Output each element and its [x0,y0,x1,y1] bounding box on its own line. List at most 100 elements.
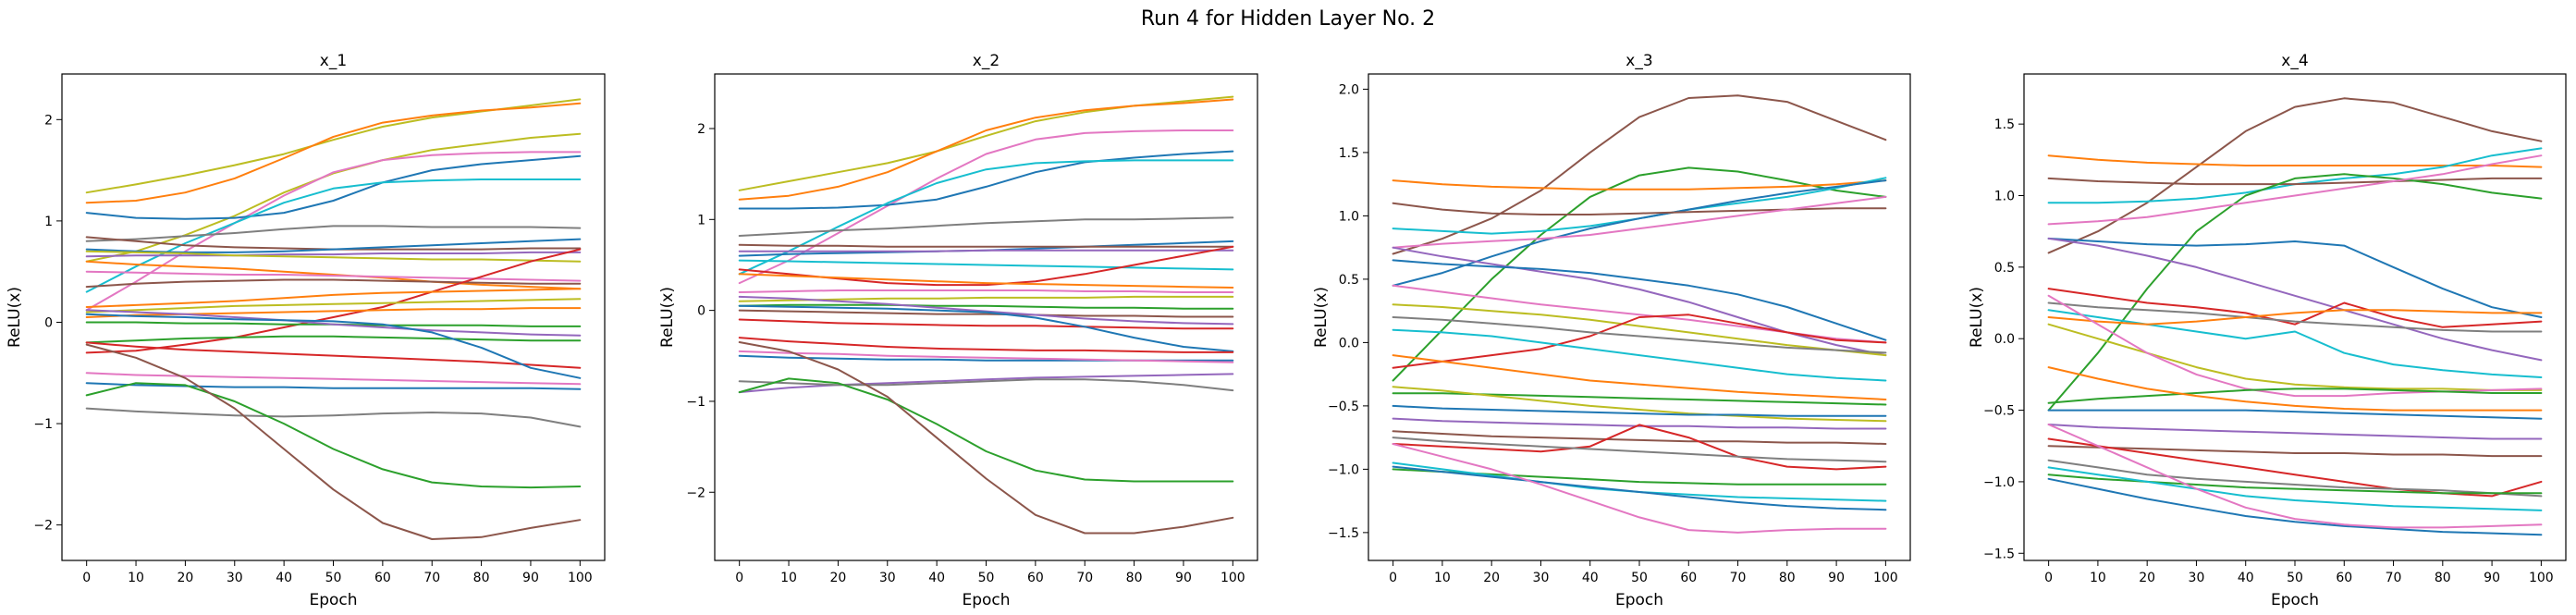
y-tick-label: −0.5 [1328,400,1359,414]
series-line-22 [2047,474,2543,495]
x-tick-label: 70 [423,571,440,585]
series-line-12 [1392,314,1887,369]
subplot-3: 0 10 20 30 40 50 60 70 80 90 100 −1.5 −1.0 −0.5 0.0 0.5… [1312,52,1911,609]
series-line-1 [1392,94,1887,255]
y-tick-label: 1 [44,215,53,229]
x-tick-label: 60 [374,571,391,585]
series-line-27 [85,382,582,489]
series-line-15 [85,248,582,354]
x-tick-label: 80 [1126,571,1143,585]
x-tick-label: 10 [2090,571,2106,585]
series-line-23 [2047,466,2543,511]
series-line-9 [2047,288,2543,328]
series-line-22 [1392,437,1887,463]
y-axis-label: ReLU(x) [1312,287,1331,348]
x-tick-label: 60 [1027,571,1044,585]
series-line-7 [2047,237,2543,318]
x-tick-label: 50 [325,571,342,585]
figure-title: Run 4 for Hidden Layer No. 2 [1141,7,1435,31]
x-tick-label: 50 [978,571,995,585]
y-tick-label: 0 [44,315,53,330]
y-tick-label: −2 [686,486,705,500]
series-line-10 [1392,303,1887,357]
y-tick-label: 1.5 [1994,117,2015,132]
series-line-13 [1392,316,1887,354]
series-line-25 [2047,424,2543,529]
x-tick-label: 60 [2336,571,2352,585]
y-tick-label: −2 [33,519,53,534]
series-line-10 [85,251,582,258]
series-line-14 [85,278,582,289]
x-tick-label: 10 [128,571,144,585]
x-tick-label: 70 [1730,571,1747,585]
y-axis-label: ReLU(x) [658,287,677,348]
series-line-16 [85,288,582,308]
series-line-20 [738,337,1234,353]
series-line-15 [1392,354,1887,400]
series-line-12 [2047,309,2543,326]
series-line-17 [85,298,582,314]
series-line-7 [1392,195,1887,249]
x-axis-label: Epoch [962,591,1010,609]
x-tick-label: 10 [1434,571,1451,585]
series-line-3 [1392,179,1887,191]
series-group [1392,94,1887,534]
y-tick-label: −0.5 [1983,404,2015,419]
series-line-23 [85,313,582,379]
x-tick-label: 40 [276,571,292,585]
series-group [85,98,582,540]
series-line-25 [85,382,582,390]
x-tick-label: 60 [1680,571,1697,585]
series-line-3 [2047,147,2543,204]
series-line-28 [85,343,582,540]
x-axis-label: Epoch [309,591,357,609]
x-tick-label: 10 [780,571,797,585]
x-axis-label: Epoch [2271,591,2319,609]
series-line-6 [2047,154,2543,226]
series-line-10 [2047,301,2543,333]
series-line-9 [85,238,582,253]
y-tick-label: 0.5 [1994,261,2015,276]
series-line-6 [738,216,1234,237]
series-line-20 [85,309,582,337]
series-line-10 [738,259,1234,271]
y-tick-label: −1.0 [1328,462,1359,477]
series-line-21 [1392,424,1887,471]
series-line-24 [738,378,1234,392]
x-tick-label: 100 [568,571,593,585]
subplot-title: x_3 [1625,52,1652,70]
y-tick-label: 1.5 [1339,146,1359,161]
x-tick-label: 40 [928,571,945,585]
series-line-15 [2047,387,2543,404]
series-line-8 [738,243,1234,248]
series-line-8 [2047,237,2543,362]
subplot-4: 0 10 20 30 40 50 60 70 80 90 100 −1.5 −1.0 −0.5 0.0 0.5… [1968,52,2567,609]
x-tick-label: 80 [473,571,490,585]
series-line-4 [2047,177,2543,186]
x-tick-label: 20 [177,571,193,585]
subplots: 0 10 20 30 40 50 60 70 80 90 100−2−1012x_1EpochReL… [6,52,2567,609]
series-line-18 [85,307,582,318]
series-line-5 [738,159,1234,276]
series-line-12 [738,273,1234,289]
series-line-7 [738,240,1234,257]
series-line-2 [85,102,582,204]
series-line-11 [2047,309,2543,378]
y-tick-label: 1.0 [1339,209,1359,224]
y-tick-label: −1.5 [1328,526,1359,541]
series-line-5 [2047,173,2543,412]
y-tick-label: 0 [697,304,705,319]
y-tick-label: 0.0 [1994,332,2015,347]
series-line-16 [738,309,1234,318]
x-tick-label: 0 [735,571,743,585]
series-line-6 [1392,202,1887,215]
x-tick-label: 90 [2484,571,2500,585]
series-line-4 [85,151,582,312]
series-line-26 [1392,443,1887,534]
series-line-6 [85,178,582,293]
y-tick-label: −1.0 [1983,475,2015,490]
series-line-3 [738,129,1234,285]
series-line-18 [2047,424,2543,440]
y-tick-label: 0.5 [1339,273,1359,288]
x-tick-label: 70 [2386,571,2402,585]
